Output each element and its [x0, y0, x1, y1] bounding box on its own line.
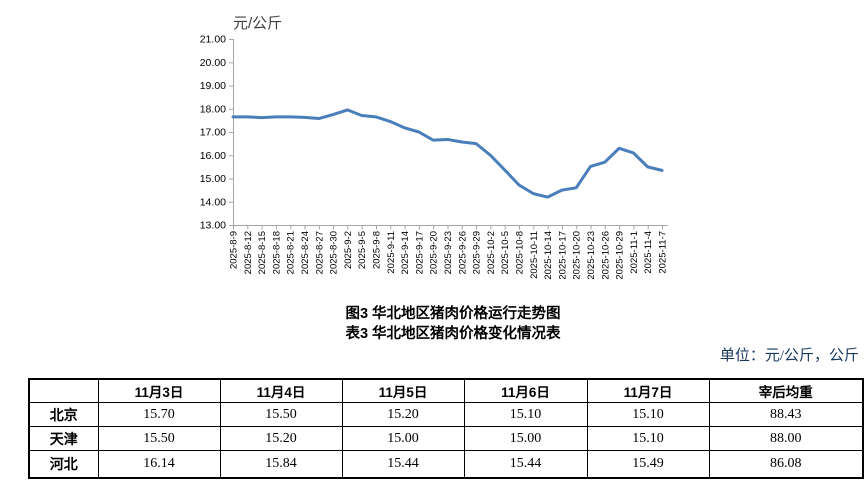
price-cell: 15.44	[463, 450, 588, 479]
x-axis-tick-label: 2025-11-1	[629, 231, 640, 274]
y-axis-tick-label: 14.00	[200, 196, 226, 208]
x-axis-tick-label: 2025-9-29	[472, 231, 483, 274]
x-axis-tick-label: 2025-9-17	[414, 231, 425, 274]
y-axis-tick-label: 17.00	[200, 127, 226, 139]
price-cell: 15.10	[586, 426, 710, 451]
unit-note: 单位：元/公斤，公斤	[719, 348, 859, 364]
price-table: 11月3日 11月4日 11月5日 11月6日 11月7日 宰后均重 北京 15.70 15.…	[28, 378, 864, 479]
y-axis-tick-label: 21.00	[200, 34, 226, 46]
x-axis-tick-label: 2025-8-24	[300, 231, 311, 274]
y-axis-tick-label: 20.00	[200, 57, 226, 69]
x-axis-tick-label: 2025-9-26	[457, 231, 468, 274]
price-cell: 16.14	[97, 450, 221, 479]
x-axis-tick-label: 2025-10-14	[543, 231, 554, 280]
table-row: 北京 15.70 15.50 15.20 15.10 15.10 88.43	[28, 402, 864, 427]
x-axis-tick-label: 2025-10-23	[586, 231, 597, 280]
line-chart-svg: 21.00 20.00 19.00 18.00 17.00 16.00 15.00 14.00…	[200, 34, 669, 280]
x-axis-tick-label: 2025-9-5	[357, 231, 368, 269]
x-axis-tick-label: 2025-10-26	[600, 231, 611, 280]
table-header-cell: 11月3日	[97, 378, 221, 403]
price-cell: 15.10	[463, 402, 588, 427]
x-axis-tick-label: 2025-8-12	[243, 231, 254, 274]
x-axis-tick-label: 2025-8-30	[329, 231, 340, 274]
price-cell: 15.00	[341, 426, 465, 451]
y-axis-tick-label: 13.00	[200, 220, 226, 232]
price-cell: 15.84	[219, 450, 343, 479]
table-header-cell	[28, 378, 99, 403]
y-axis-tick-label: 15.00	[200, 173, 226, 185]
x-axis-tick-label: 2025-10-11	[529, 231, 540, 279]
table-row: 天津 15.50 15.20 15.00 15.00 15.10 88.00	[28, 426, 864, 451]
x-axis-tick-label: 2025-10-20	[572, 231, 583, 280]
table-header-cell: 11月7日	[586, 378, 710, 403]
price-cell: 15.20	[341, 402, 465, 427]
x-axis-tick-label: 2025-10-5	[500, 231, 511, 274]
x-axis-tick-label: 2025-10-29	[615, 231, 626, 280]
x-axis-tick-label: 2025-10-2	[486, 231, 497, 274]
x-axis-tick-label: 2025-11-4	[643, 231, 654, 274]
figure-title: 图3 华北地区猪肉价格运行走势图	[345, 306, 561, 322]
x-axis-tick-label: 2025-8-18	[271, 231, 282, 274]
x-axis-tick-label: 2025-9-11	[386, 231, 397, 274]
price-cell: 15.49	[586, 450, 710, 479]
x-axis-tick-label: 2025-11-7	[658, 231, 669, 274]
table-header-cell: 宰后均重	[708, 378, 864, 403]
price-cell: 15.70	[97, 402, 221, 427]
x-axis-tick-label: 2025-8-21	[286, 231, 297, 274]
x-axis-tick-label: 2025-9-2	[343, 231, 354, 269]
x-axis-tick-label: 2025-9-20	[429, 231, 440, 274]
y-axis-tick-label: 18.00	[200, 103, 226, 115]
x-axis-tick-label: 2025-9-8	[372, 231, 383, 269]
y-axis-unit-label: 元/公斤	[233, 15, 283, 32]
price-trend-chart: 21.00 20.00 19.00 18.00 17.00 16.00 15.00 14.00…	[200, 15, 669, 280]
table-row: 河北 16.14 15.84 15.44 15.44 15.49 86.08	[28, 450, 864, 479]
table-header-cell: 11月5日	[341, 378, 465, 403]
x-axis-tick-label: 2025-8-9	[229, 231, 240, 269]
table-header-row: 11月3日 11月4日 11月5日 11月6日 11月7日 宰后均重	[28, 378, 864, 403]
x-axis-tick-label: 2025-10-17	[557, 231, 568, 280]
region-label: 北京	[28, 402, 99, 427]
table-header-cell: 11月6日	[463, 378, 588, 403]
table-title: 表3 华北地区猪肉价格变化情况表	[345, 326, 561, 342]
x-axis-tick-label: 2025-9-23	[443, 231, 454, 274]
price-cell: 15.44	[341, 450, 465, 479]
y-axis-tick-label: 16.00	[200, 150, 226, 162]
x-axis-tick-label: 2025-8-15	[257, 231, 268, 274]
price-line	[231, 108, 664, 199]
price-cell: 15.10	[586, 402, 710, 427]
x-axis-tick-label: 2025-8-27	[314, 231, 325, 274]
x-axis-tick-label: 2025-9-14	[400, 231, 411, 274]
region-label: 河北	[28, 450, 99, 479]
title-block: 图3 华北地区猪肉价格运行走势图 表3 华北地区猪肉价格变化情况表	[33, 304, 867, 344]
table-header-cell: 11月4日	[219, 378, 343, 403]
price-cell: 86.08	[708, 450, 864, 479]
price-cell: 15.20	[219, 426, 343, 451]
price-cell: 15.00	[463, 426, 588, 451]
x-axis-tick-label: 2025-10-8	[515, 231, 526, 274]
price-cell: 88.00	[708, 426, 864, 451]
y-axis-tick-label: 19.00	[200, 80, 226, 92]
price-cell: 15.50	[219, 402, 343, 427]
price-cell: 88.43	[708, 402, 864, 427]
region-label: 天津	[28, 426, 99, 451]
price-cell: 15.50	[97, 426, 221, 451]
